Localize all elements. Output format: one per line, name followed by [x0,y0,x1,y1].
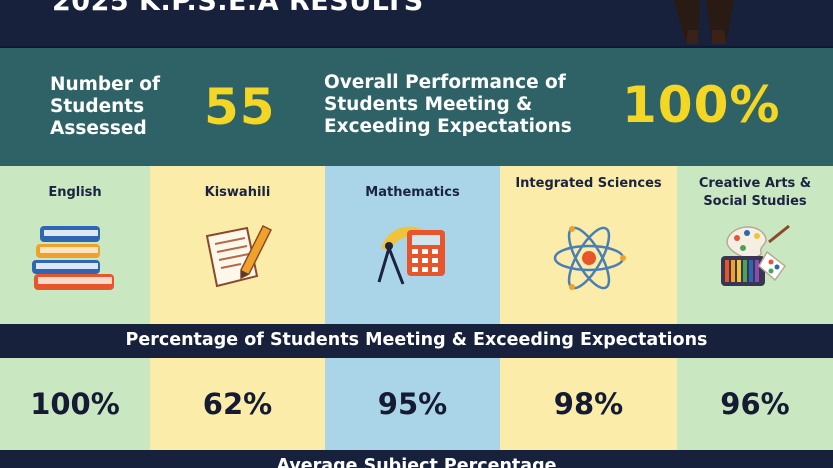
percentage-value: 100% [30,387,120,421]
percentage-value: 95% [377,387,448,421]
subject-card-english: English [0,166,150,324]
percentage-value: 98% [553,387,624,421]
percentage-heading-band: Percentage of Students Meeting & Exceedi… [0,324,833,358]
student-legs-image [674,0,734,44]
percentage-value: 96% [720,387,790,421]
header-bar: 2025 K.P.S.E.A RESULTS [0,0,833,46]
percentage-cell-kiswahili: 62% [150,358,325,450]
calculator-compass-icon [377,226,445,285]
subject-name: Creative Arts & Social Studies [698,176,812,209]
subjects-row: English Kiswahili Mathematics [0,166,833,324]
percentage-heading: Percentage of Students Meeting & Exceedi… [125,330,708,350]
percentages-row: 100% 62% 95% 98% 96% [0,358,833,450]
students-assessed-label: Number of Students Assessed [50,74,161,139]
overall-performance-label: Overall Performance of Students Meeting … [324,72,572,137]
writing-paper-icon [205,224,272,288]
subject-name: Mathematics [365,185,460,200]
subject-card-kiswahili: Kiswahili [150,166,325,324]
subject-card-creative-arts: Creative Arts & Social Studies [677,166,833,324]
summary-panel: Number of Students Assessed 55 Overall P… [0,46,833,166]
paint-palette-icon [721,224,790,286]
results-title: 2025 K.P.S.E.A RESULTS [52,0,424,17]
subject-card-integrated-sciences: Integrated Sciences [500,166,677,324]
subject-name: English [48,185,102,200]
percentage-cell-english: 100% [0,358,150,450]
subject-name: Integrated Sciences [515,176,662,191]
books-icon [32,226,114,290]
percentage-cell-integrated-sciences: 98% [500,358,677,450]
students-assessed-value: 55 [204,78,276,136]
average-heading: Average Subject Percentage [276,456,557,468]
average-heading-band: Average Subject Percentage [0,450,833,468]
percentage-cell-mathematics: 95% [325,358,500,450]
percentage-cell-creative-arts: 96% [677,358,833,450]
subject-card-mathematics: Mathematics [325,166,500,324]
overall-performance-value: 100% [622,76,781,134]
subject-name: Kiswahili [204,185,271,200]
atom-icon [553,226,626,290]
percentage-value: 62% [202,387,273,421]
